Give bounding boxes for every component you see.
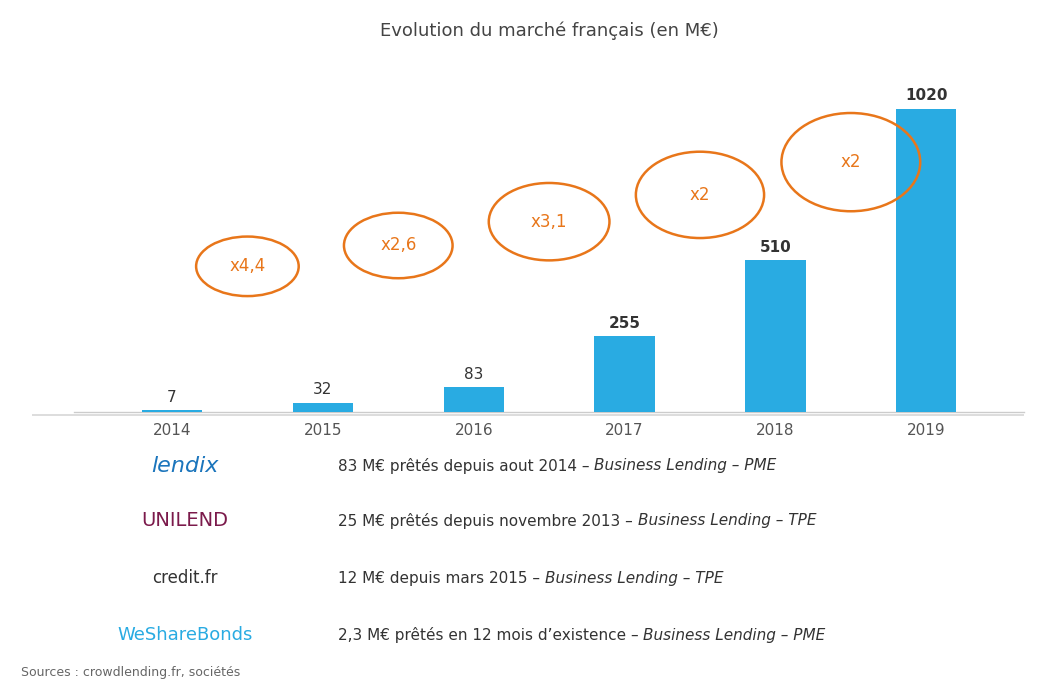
Bar [595,336,655,412]
Text: x2: x2 [841,153,861,171]
Text: Business Lending – PME: Business Lending – PME [643,628,826,643]
Bar [293,403,353,412]
Bar [142,410,202,412]
Text: x3,1: x3,1 [531,213,567,231]
Text: 2,3 M€ prêtés en 12 mois d’existence –: 2,3 M€ prêtés en 12 mois d’existence – [338,627,643,644]
Text: 255: 255 [608,316,641,331]
Text: credit.fr: credit.fr [152,570,218,587]
Bar [746,260,806,412]
Text: 1020: 1020 [905,88,947,103]
Text: 12 M€ depuis mars 2015 –: 12 M€ depuis mars 2015 – [338,571,545,586]
Text: x4,4: x4,4 [229,258,265,275]
Title: Evolution du marché français (en M€): Evolution du marché français (en M€) [380,21,718,40]
Text: 32: 32 [314,382,333,397]
Text: 25 M€ prêtés depuis novembre 2013 –: 25 M€ prêtés depuis novembre 2013 – [338,513,638,529]
Text: UNILEND: UNILEND [142,511,228,530]
Text: Business Lending – TPE: Business Lending – TPE [638,513,816,528]
Bar [444,387,504,412]
Text: x2: x2 [690,186,711,204]
Text: Sources : crowdlending.fr, sociétés: Sources : crowdlending.fr, sociétés [21,666,241,679]
Text: 7: 7 [167,390,176,405]
Text: Business Lending – TPE: Business Lending – TPE [545,571,723,586]
Text: Business Lending – PME: Business Lending – PME [595,458,776,473]
Bar [897,109,957,412]
Text: lendix: lendix [151,455,219,476]
Text: WeShareBonds: WeShareBonds [117,627,252,644]
Text: 83 M€ prêtés depuis aout 2014 –: 83 M€ prêtés depuis aout 2014 – [338,458,595,474]
Text: x2,6: x2,6 [380,236,416,254]
Text: 510: 510 [759,240,791,255]
Text: 83: 83 [464,367,484,382]
